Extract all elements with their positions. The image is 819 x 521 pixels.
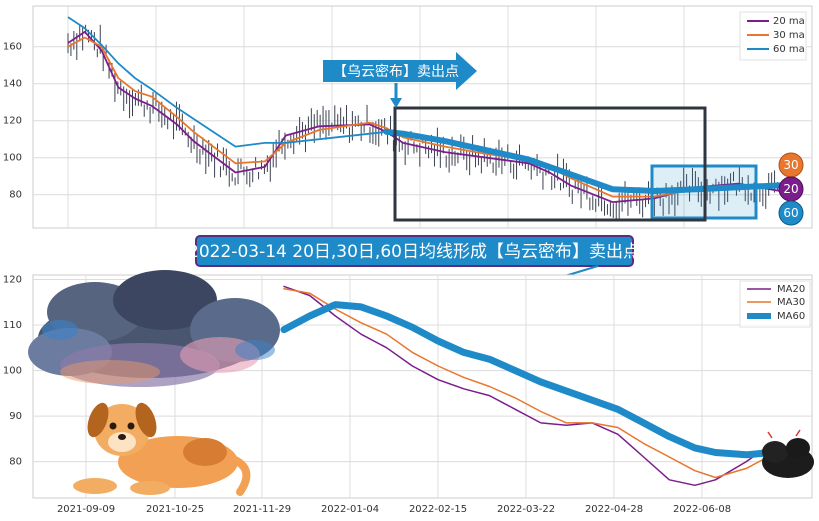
top-y-tick-label: 120 — [3, 116, 22, 127]
top-y-ticks: 80 100 120 140 160 — [3, 42, 22, 201]
bottom-x-tick-label: 2022-04-28 — [585, 504, 643, 515]
bottom-x-tick-label: 2021-11-29 — [233, 504, 291, 515]
legend-label-30ma: 30 ma — [773, 30, 805, 41]
headline-text: 2022-03-14 20日,30日,60日均线形成【乌云密布】卖出点 — [188, 242, 640, 262]
sell-banner-label: 【乌云密布】卖出点 — [333, 63, 459, 80]
bottom-x-tick-label: 2022-03-22 — [497, 504, 555, 515]
bottom-x-tick-label: 2021-09-09 — [57, 504, 115, 515]
sell-banner: 【乌云密布】卖出点 — [323, 52, 477, 108]
bottom-y-tick-label: 80 — [9, 457, 22, 468]
badge-20-label: 20 — [783, 182, 798, 196]
banner-pointer-head — [390, 98, 402, 108]
bottom-x-ticks: 2021-09-09 2021-10-25 2021-11-29 2022-01-04… — [57, 504, 731, 515]
top-chart-panel: 80 100 120 140 160 【乌云密布】卖出点 20 ma 30 ma 60 … — [3, 5, 813, 229]
top-line-60ma-highlight — [383, 128, 783, 194]
badge-60 — [778, 200, 804, 226]
bottom-y-tick-label: 90 — [9, 411, 22, 422]
dark-cloud-icon — [762, 429, 814, 478]
legend-label-ma60: MA60 — [777, 311, 805, 322]
bottom-x-tick-label: 2022-06-08 — [673, 504, 731, 515]
bottom-x-tick-label: 2021-10-25 — [146, 504, 204, 515]
top-line-30-ma — [67, 36, 781, 198]
legend-label-ma30: MA30 — [777, 297, 805, 308]
top-grid — [33, 6, 812, 228]
ma-badges: 30 20 60 — [778, 152, 804, 226]
legend-label-60ma: 60 ma — [773, 44, 805, 55]
bottom-y-tick-label: 100 — [3, 366, 22, 377]
badge-30-label: 30 — [783, 158, 798, 172]
badge-60-label: 60 — [783, 206, 798, 220]
bottom-y-ticks: 80 90 100 110 120 — [3, 275, 22, 468]
bottom-ma-lines — [280, 285, 776, 487]
bottom-legend: MA20 MA30 MA60 — [739, 280, 811, 328]
headline-banner: 2022-03-14 20日,30日,60日均线形成【乌云密布】卖出点 — [188, 235, 640, 287]
top-y-tick-label: 140 — [3, 79, 22, 90]
bottom-line-MA20 — [283, 285, 773, 487]
bottom-line-MA60 — [280, 301, 776, 459]
legend-label-20ma: 20 ma — [773, 16, 805, 27]
top-y-tick-label: 100 — [3, 153, 22, 164]
top-ma-lines — [67, 16, 783, 203]
top-y-tick-label: 160 — [3, 42, 22, 53]
top-line-20-ma — [67, 31, 781, 203]
bottom-x-tick-label: 2022-01-04 — [321, 504, 379, 515]
sell-zone-box — [393, 106, 707, 222]
top-y-tick-label: 80 — [9, 190, 22, 201]
dog-icon — [73, 402, 251, 496]
bottom-y-tick-label: 110 — [3, 320, 22, 331]
headline-box — [195, 235, 634, 267]
storm-cloud-icon — [28, 270, 280, 387]
bottom-y-tick-label: 120 — [3, 275, 22, 286]
bottom-line-MA30 — [283, 287, 773, 479]
bottom-chart-panel: 80 90 100 110 120 2021-09-09 2021-10-25 2021-1… — [3, 270, 814, 515]
bottom-x-tick-label: 2022-02-15 — [409, 504, 467, 515]
legend-label-ma20: MA20 — [777, 284, 805, 295]
top-legend: 20 ma 30 ma 60 ma — [739, 11, 807, 61]
